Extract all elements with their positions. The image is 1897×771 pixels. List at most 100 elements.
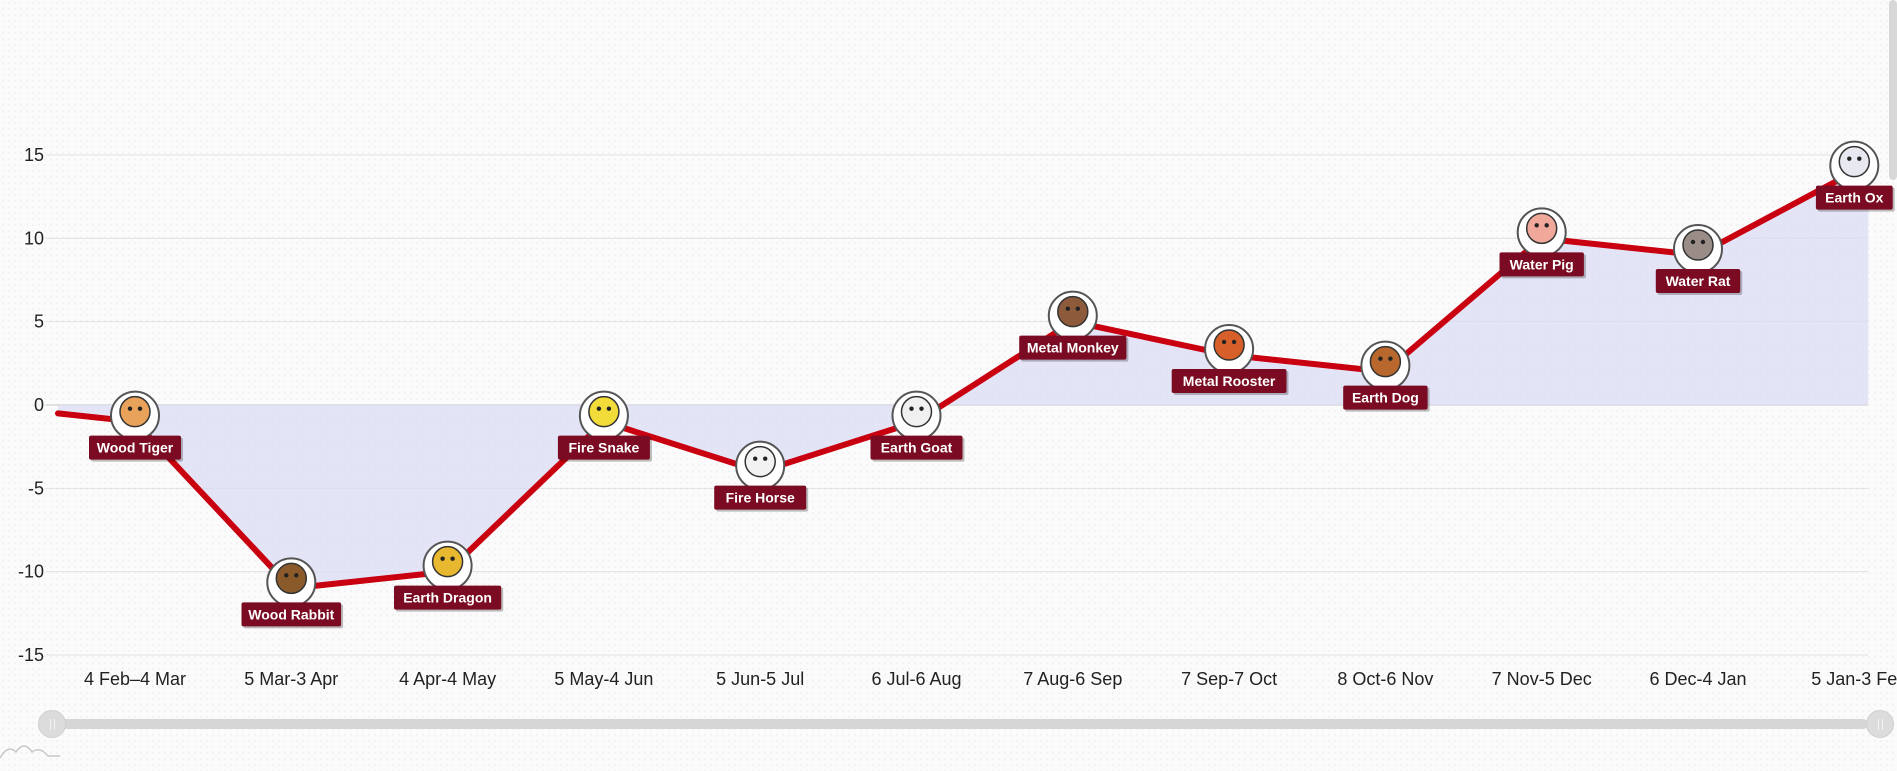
x-tick-label: 5 Jun-5 Jul [716,669,804,689]
icon-face [588,395,620,428]
chart-scrollbar[interactable] [38,710,1894,738]
icon-face [1525,212,1558,245]
point-label-box [241,602,342,627]
point-label-box [89,435,181,460]
series-line [55,162,1878,592]
point-label: Earth Dog [1352,390,1419,406]
icon-eye [596,406,602,411]
data-point[interactable]: Water Rat [1655,224,1743,295]
icon-eye [440,556,445,561]
vertical-scrollbar[interactable] [1889,0,1897,180]
scrollbar-left-handle[interactable] [38,710,66,738]
data-point[interactable]: Water Pig [1499,207,1586,279]
icon-face [275,562,308,595]
point-label-box [557,435,650,460]
icon-eye [1231,339,1237,345]
y-tick-label: 5 [34,312,44,332]
point-label: Wood Tiger [97,440,174,456]
icon-eye [1075,306,1081,311]
scrollbar-track[interactable] [58,719,1868,729]
point-label-box [1815,185,1893,210]
point-label: Earth Ox [1825,190,1884,206]
icon-eye [450,556,455,561]
data-point[interactable]: Metal Monkey [1019,290,1129,362]
icon-eye [909,406,914,411]
point-label: Wood Rabbit [248,606,334,622]
icon-face [744,445,776,478]
x-tick-label: 5 May-4 Jun [554,669,653,689]
x-tick-label: 7 Sep-7 Oct [1181,669,1277,689]
point-label-box [1343,385,1428,410]
y-tick-label: -5 [28,478,44,498]
point-label: Earth Goat [881,440,953,456]
data-point[interactable]: Wood Rabbit [241,557,344,629]
point-label: Water Rat [1666,273,1731,289]
icon-face [1369,345,1402,378]
data-point[interactable]: Earth Goat [870,390,965,462]
icon-eye [1378,356,1383,361]
icon-eye [127,406,133,411]
icon-eye [1388,356,1393,361]
x-tick-label: 7 Nov-5 Dec [1492,669,1592,689]
icon-face [1213,329,1245,361]
icon-eye [1700,239,1706,245]
data-point[interactable]: Earth Ox [1815,140,1895,212]
icon-eye [284,573,289,578]
point-label-box [1019,335,1127,360]
point-label-box [870,435,963,460]
icon-eye [606,406,612,411]
icon-face [1838,145,1871,178]
point-label: Earth Dragon [403,590,492,606]
data-point[interactable]: Fire Horse [714,440,809,512]
data-points: Wood Tiger Wood Rabbit Earth Dragon Fire Sn… [89,140,1895,629]
y-tick-label: -15 [18,645,44,665]
data-point[interactable]: Fire Snake [557,390,652,462]
point-label-box [714,485,807,510]
y-tick-label: 15 [24,145,44,165]
icon-face [900,395,933,428]
icon-eye [1690,239,1696,245]
icon-eye [1534,223,1539,228]
x-tick-label: 8 Oct-6 Nov [1337,669,1433,689]
point-label-box [1499,252,1584,277]
x-tick-label: 4 Feb–4 Mar [84,669,186,689]
icon-eye [763,456,768,461]
y-axis: 15 10 5 0 -5 -10 -15 [18,145,44,665]
x-tick-label: 5 Jan-3 Fe [1811,669,1897,689]
icon-eye [919,406,924,411]
icon-eye [753,456,758,461]
icon-eye [1544,223,1549,228]
x-tick-label: 5 Mar-3 Apr [244,669,338,689]
icon-eye [1847,156,1852,161]
point-label: Fire Horse [726,490,795,506]
point-label-box [394,585,502,610]
point-label: Water Pig [1510,256,1574,272]
point-label-box [1655,269,1741,293]
point-label-box [1171,369,1287,393]
icon-eye [1221,339,1227,345]
y-tick-label: 10 [24,228,44,248]
y-tick-label: -10 [18,562,44,582]
icon-face [119,395,151,428]
point-label: Metal Monkey [1027,340,1119,356]
area-fill [58,167,1869,589]
icon-eye [294,573,299,578]
x-tick-label: 7 Aug-6 Sep [1023,669,1122,689]
icon-eye [1857,156,1862,161]
x-axis: 4 Feb–4 Mar 5 Mar-3 Apr 4 Apr-4 May 5 May-4… [84,669,1897,689]
icon-face [431,545,464,578]
x-tick-label: 4 Apr-4 May [399,669,496,689]
icon-face [1057,295,1089,328]
icon-face [1682,229,1714,261]
data-point[interactable]: Metal Rooster [1171,324,1289,395]
icon-eye [1065,306,1071,311]
x-tick-label: 6 Jul-6 Aug [871,669,961,689]
data-point[interactable]: Wood Tiger [89,390,183,462]
icon-eye [137,406,143,411]
scrollbar-right-handle[interactable] [1866,710,1894,738]
chart-logo-icon [0,745,60,759]
data-point[interactable]: Earth Dog [1343,340,1430,412]
data-point[interactable]: Earth Dragon [394,540,504,612]
point-label: Fire Snake [568,440,639,456]
